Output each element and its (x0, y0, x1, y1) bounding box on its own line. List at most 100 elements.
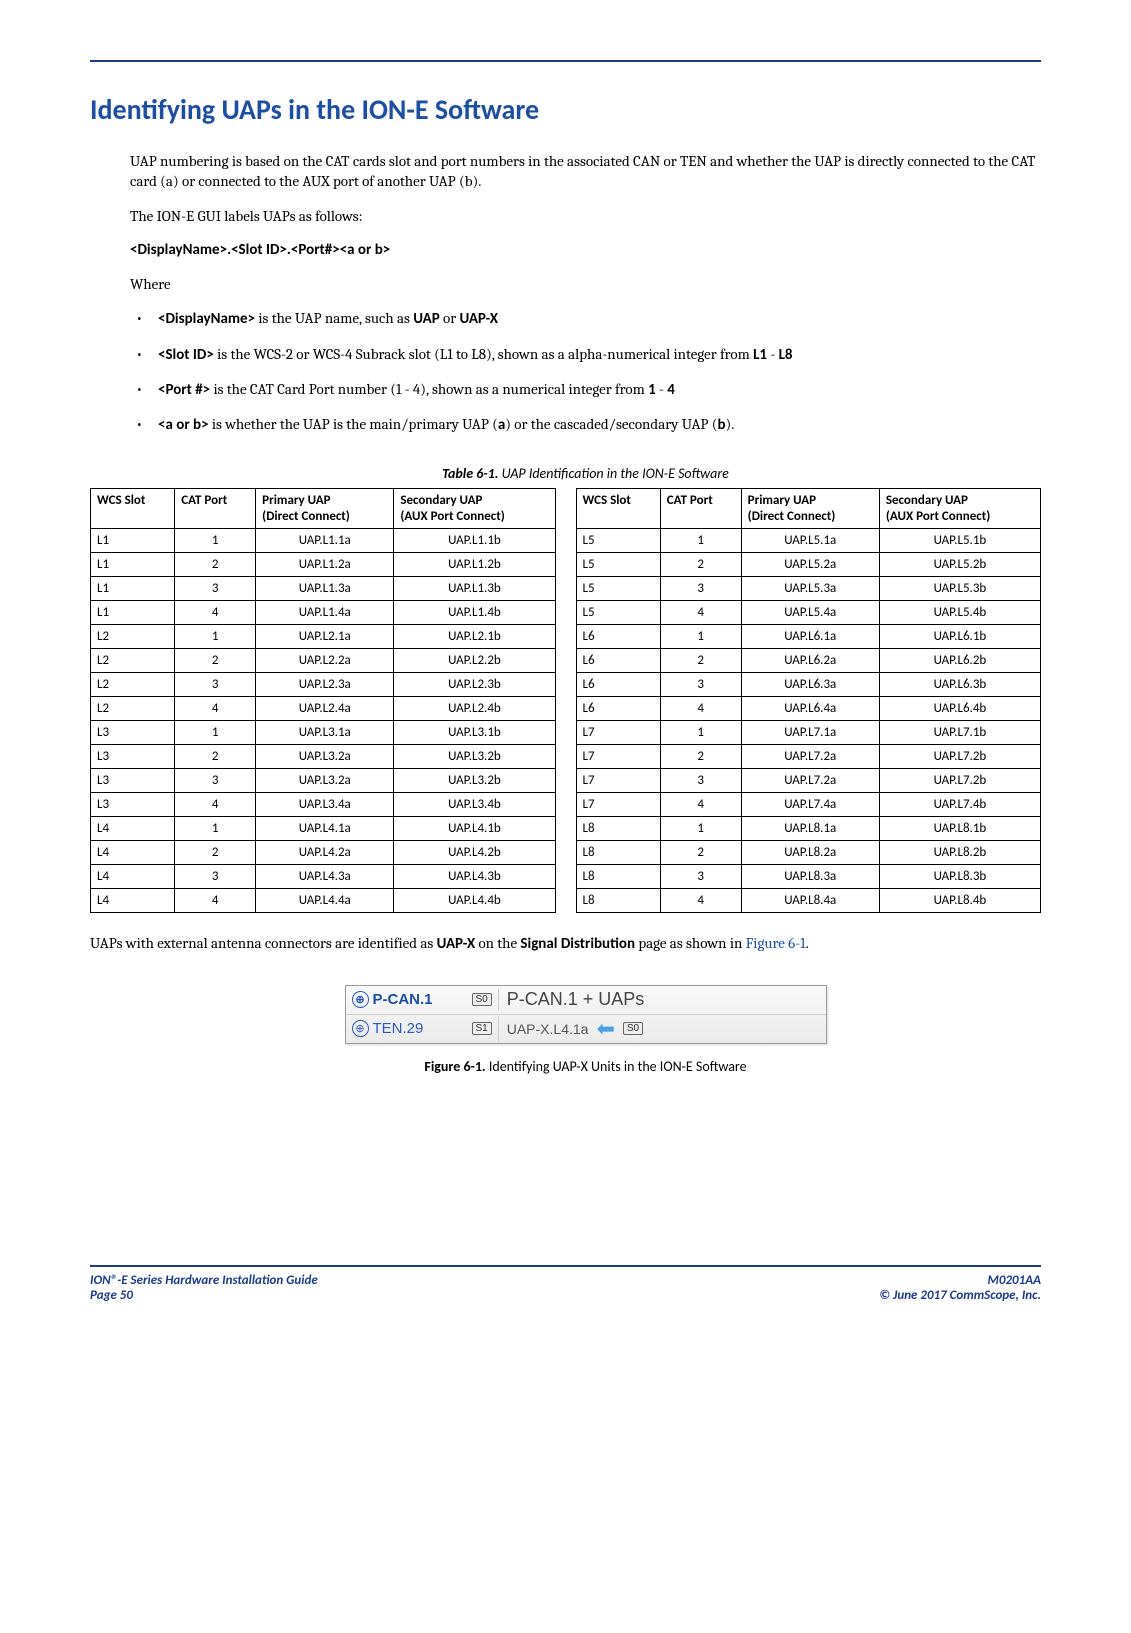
table-cell: UAP.L7.4b (879, 793, 1040, 817)
figure-row2-main: UAP-X.L4.1a (507, 1021, 589, 1037)
table-cell: UAP.L3.2a (256, 769, 394, 793)
table-cell: UAP.L5.1b (879, 529, 1040, 553)
table-cell: UAP.L8.2b (879, 841, 1040, 865)
table-cell: L3 (91, 721, 175, 745)
expand-icon: ⊕ (352, 1020, 369, 1037)
column-header: CAT Port (175, 489, 256, 529)
table-row: L14UAP.L1.4aUAP.L1.4b (91, 601, 556, 625)
table-cell: 3 (175, 577, 256, 601)
table-cell: UAP.L7.2a (741, 745, 879, 769)
table-cell: UAP.L4.1a (256, 817, 394, 841)
slot-badge: S0 (472, 993, 492, 1006)
table-row: L31UAP.L3.1aUAP.L3.1b (91, 721, 556, 745)
expand-icon: ⊕ (352, 991, 369, 1008)
table-cell: 2 (175, 745, 256, 769)
table-cell: UAP.L6.1a (741, 625, 879, 649)
table-cell: L5 (576, 529, 660, 553)
table-cell: L8 (576, 865, 660, 889)
arrow-left-icon: ⬅ (596, 1016, 614, 1042)
table-cell: UAP.L8.2a (741, 841, 879, 865)
table-cell: UAP.L5.4a (741, 601, 879, 625)
figure-reference-link[interactable]: Figure 6-1 (746, 934, 806, 952)
figure-caption: Figure 6-1. Identifying UAP-X Units in t… (130, 1058, 1041, 1075)
table-cell: UAP.L8.3b (879, 865, 1040, 889)
table-cell: UAP.L3.4b (394, 793, 555, 817)
table-cell: 3 (660, 769, 741, 793)
table-row: L51UAP.L5.1aUAP.L5.1b (576, 529, 1041, 553)
table-cell: 4 (660, 697, 741, 721)
table-row: L84UAP.L8.4aUAP.L8.4b (576, 889, 1041, 913)
table-cell: L4 (91, 817, 175, 841)
table-cell: UAP.L2.4b (394, 697, 555, 721)
table-cell: UAP.L2.1b (394, 625, 555, 649)
table-row: L24UAP.L2.4aUAP.L2.4b (91, 697, 556, 721)
table-cell: UAP.L8.1b (879, 817, 1040, 841)
table-row: L34UAP.L3.4aUAP.L3.4b (91, 793, 556, 817)
table-cell: 3 (660, 673, 741, 697)
table-cell: 4 (175, 697, 256, 721)
table-cell: 2 (660, 745, 741, 769)
intro-paragraph-1: UAP numbering is based on the CAT cards … (130, 151, 1041, 192)
table-cell: UAP.L2.4a (256, 697, 394, 721)
table-cell: UAP.L5.1a (741, 529, 879, 553)
table-cell: UAP.L1.4a (256, 601, 394, 625)
definition-item: <DisplayName> is the UAP name, such as U… (130, 308, 1041, 329)
table-cell: UAP.L7.1a (741, 721, 879, 745)
table-cell: 2 (175, 553, 256, 577)
table-row: L64UAP.L6.4aUAP.L6.4b (576, 697, 1041, 721)
table-cell: UAP.L3.2b (394, 769, 555, 793)
table-cell: 1 (175, 817, 256, 841)
table-cell: L8 (576, 889, 660, 913)
footer-guide-title: ION®-E Series Hardware Installation Guid… (90, 1273, 318, 1288)
table-cell: L1 (91, 529, 175, 553)
column-header: WCS Slot (576, 489, 660, 529)
table-row: L71UAP.L7.1aUAP.L7.1b (576, 721, 1041, 745)
table-cell: UAP.L2.1a (256, 625, 394, 649)
table-cell: UAP.L7.2b (879, 769, 1040, 793)
table-row: L44UAP.L4.4aUAP.L4.4b (91, 889, 556, 913)
table-cell: UAP.L1.3a (256, 577, 394, 601)
table-cell: 4 (660, 601, 741, 625)
column-header: CAT Port (660, 489, 741, 529)
table-cell: UAP.L4.4a (256, 889, 394, 913)
table-cell: UAP.L5.3a (741, 577, 879, 601)
table-cell: UAP.L7.1b (879, 721, 1040, 745)
figure-row-2: ⊕ TEN.29 S1 UAP-X.L4.1a ⬅ S0 (346, 1015, 826, 1043)
table-cell: UAP.L3.1b (394, 721, 555, 745)
definition-list: <DisplayName> is the UAP name, such as U… (130, 308, 1041, 435)
table-cell: UAP.L5.4b (879, 601, 1040, 625)
table-cell: 1 (175, 625, 256, 649)
table-row: L63UAP.L6.3aUAP.L6.3b (576, 673, 1041, 697)
table-cell: 3 (660, 865, 741, 889)
definition-item: <Slot ID> is the WCS-2 or WCS-4 Subrack … (130, 344, 1041, 365)
figure-row-1: ⊕ P-CAN.1 S0 P-CAN.1 + UAPs (346, 986, 826, 1015)
table-cell: L1 (91, 553, 175, 577)
table-row: L52UAP.L5.2aUAP.L5.2b (576, 553, 1041, 577)
table-cell: 3 (175, 769, 256, 793)
table-row: L74UAP.L7.4aUAP.L7.4b (576, 793, 1041, 817)
table-cell: L2 (91, 649, 175, 673)
table-row: L11UAP.L1.1aUAP.L1.1b (91, 529, 556, 553)
table-cell: 1 (660, 625, 741, 649)
table-cell: UAP.L6.3b (879, 673, 1040, 697)
column-header: Primary UAP(Direct Connect) (741, 489, 879, 529)
table-cell: L3 (91, 769, 175, 793)
top-rule (90, 60, 1041, 62)
table-cell: 2 (175, 841, 256, 865)
table-cell: L2 (91, 673, 175, 697)
table-cell: UAP.L1.1b (394, 529, 555, 553)
table-caption: Table 6-1. UAP Identification in the ION… (130, 465, 1041, 482)
table-cell: UAP.L2.2a (256, 649, 394, 673)
table-cell: 1 (660, 721, 741, 745)
table-row: L32UAP.L3.2aUAP.L3.2b (91, 745, 556, 769)
table-cell: UAP.L3.1a (256, 721, 394, 745)
figure-container: ⊕ P-CAN.1 S0 P-CAN.1 + UAPs ⊕ TEN.29 S1 … (130, 985, 1041, 1075)
table-cell: UAP.L5.2a (741, 553, 879, 577)
table-cell: L3 (91, 793, 175, 817)
table-cell: L1 (91, 601, 175, 625)
table-cell: UAP.L7.4a (741, 793, 879, 817)
table-cell: L5 (576, 577, 660, 601)
table-cell: UAP.L7.2b (879, 745, 1040, 769)
table-cell: 2 (660, 553, 741, 577)
footer-doc-id: M0201AA (879, 1273, 1041, 1288)
